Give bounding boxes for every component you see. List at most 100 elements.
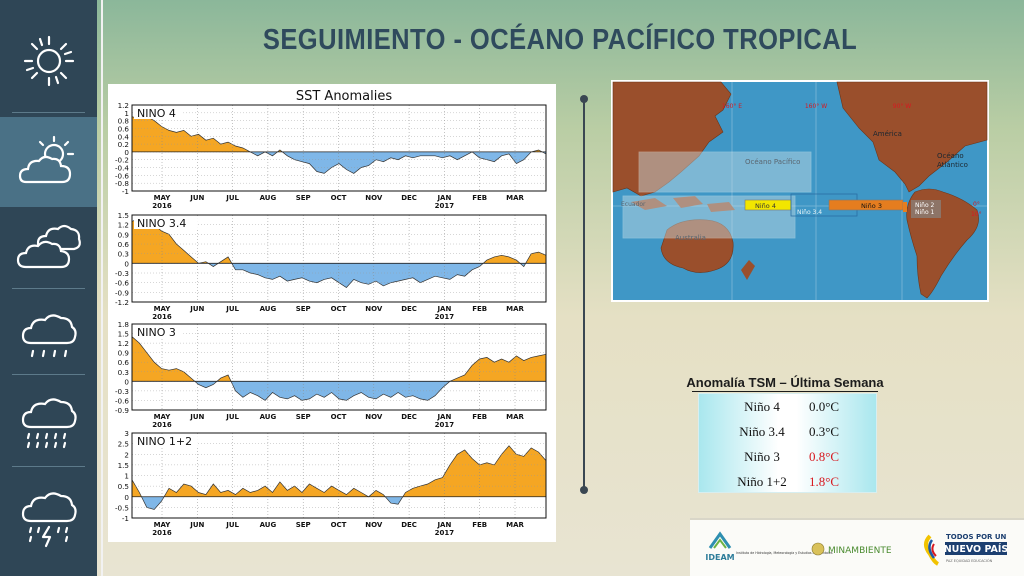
y-tick-label: 2	[124, 450, 129, 459]
nino-3-4-label: Niño 3.4	[797, 209, 822, 216]
y-tick-label: 0	[124, 377, 129, 386]
thunderstorm-icon	[21, 492, 77, 548]
nino-1-label: Niño 1	[915, 209, 935, 216]
warm-anomaly-area	[132, 336, 546, 382]
y-tick-label: 0.8	[118, 117, 130, 126]
ideam-text: IDEAM	[705, 553, 734, 562]
year-label: 2016	[152, 421, 172, 429]
y-tick-label: 0.5	[118, 482, 129, 491]
sst-anomalies-plot: SST Anomalies 1.210.80.60.40.20-0.2-0.4-…	[115, 89, 547, 537]
year-label: 2017	[435, 313, 455, 321]
gov-line-3: PAZ EQUIDAD EDUCACIÓN	[946, 558, 993, 563]
sidebar-item-sun[interactable]	[0, 16, 97, 106]
x-tick-label: OCT	[331, 305, 347, 313]
panel-label: NINO 1+2	[137, 435, 192, 448]
sidebar-item-heavy-rain[interactable]	[0, 378, 97, 468]
panel-frame	[131, 214, 547, 303]
x-tick-label: SEP	[296, 521, 311, 529]
x-tick-label: JAN	[436, 521, 451, 529]
panel-label-bg	[134, 107, 184, 119]
x-tick-label: MAY	[154, 194, 172, 202]
sidebar-separator	[12, 466, 85, 467]
year-label: 2016	[152, 202, 172, 210]
connector-dot	[580, 486, 588, 494]
table-row: Niño 3.4 0.3°C	[699, 419, 876, 443]
x-tick-label: JUL	[225, 413, 239, 421]
x-tick-label: MAR	[506, 413, 524, 421]
x-tick-label: DEC	[401, 413, 417, 421]
lat-label: 10°	[971, 211, 982, 218]
equator-label: Ecuador	[621, 201, 646, 208]
x-tick-label: MAR	[506, 194, 524, 202]
anomaly-value: 0.3°C	[808, 424, 840, 439]
y-tick-label: 0.2	[118, 140, 129, 149]
lon-label: 90° W	[893, 103, 912, 110]
table-row: Niño 1+2 1.8°C	[699, 469, 876, 493]
x-tick-label: AUG	[260, 194, 277, 202]
y-tick-label: 1.5	[118, 211, 129, 220]
x-tick-label: NOV	[365, 521, 383, 529]
atlantic-label-2: Atlántico	[937, 161, 968, 169]
warm-anomaly-area	[132, 116, 543, 152]
y-tick-label: -0.6	[115, 171, 129, 180]
y-tick-label: -0.3	[115, 269, 129, 278]
y-tick-label: 0.9	[118, 349, 130, 358]
x-tick-label: FEB	[472, 413, 487, 421]
y-tick-label: 2.5	[118, 440, 129, 449]
cool-anomaly-area	[132, 151, 546, 174]
america-label: América	[873, 130, 902, 138]
sidebar-item-thunderstorm[interactable]	[0, 472, 97, 562]
x-tick-label: AUG	[260, 413, 277, 421]
y-tick-label: -0.6	[115, 279, 129, 288]
y-tick-label: 0.4	[118, 132, 130, 141]
y-tick-label: 1	[124, 109, 129, 118]
ideam-subtext: Instituto de Hidrología, Meteorología y …	[736, 551, 833, 555]
x-tick-label: JUL	[225, 194, 239, 202]
region-name: Niño 3	[744, 449, 780, 464]
nino-3-label: Niño 3	[861, 202, 882, 210]
footer-logos: IDEAM Instituto de Hidrología, Meteorolo…	[690, 518, 1024, 576]
x-tick-label: JUL	[225, 521, 239, 529]
gov-line-1: TODOS POR UN	[946, 533, 1007, 541]
x-tick-label: FEB	[472, 521, 487, 529]
x-tick-label: FEB	[472, 194, 487, 202]
x-tick-label: MAY	[154, 521, 172, 529]
panel-label-bg	[134, 435, 198, 447]
y-tick-label: 0.6	[118, 240, 130, 249]
sidebar-separator	[12, 374, 85, 375]
x-tick-label: JUL	[225, 305, 239, 313]
x-tick-label: MAY	[154, 305, 172, 313]
series-line	[131, 445, 547, 510]
y-tick-label: 0.3	[118, 368, 129, 377]
y-tick-label: -0.5	[115, 503, 129, 512]
y-tick-label: 1	[124, 472, 129, 481]
y-tick-label: -0.8	[115, 179, 129, 188]
y-tick-label: 0	[124, 148, 129, 157]
x-tick-label: AUG	[260, 521, 277, 529]
partly-cloudy-icon	[18, 135, 74, 184]
sidebar-item-partly-cloudy[interactable]	[0, 117, 97, 207]
x-tick-label: SEP	[296, 413, 311, 421]
landmass-new-zealand	[741, 260, 755, 280]
y-tick-label: -0.3	[115, 387, 129, 396]
y-tick-label: 1.2	[118, 339, 129, 348]
x-tick-label: JUN	[189, 521, 204, 529]
table-row: Niño 4 0.0°C	[699, 394, 876, 418]
x-tick-label: MAR	[506, 305, 524, 313]
x-tick-label: NOV	[365, 305, 383, 313]
panel-frame	[131, 104, 547, 192]
panel-label-bg	[134, 217, 198, 229]
y-tick-label: -0.2	[115, 156, 129, 165]
panel-frame	[131, 432, 547, 519]
y-tick-label: -0.9	[115, 288, 129, 297]
connector-line	[583, 98, 585, 490]
nino-4-label: Niño 4	[755, 202, 776, 210]
nino-regions-map: 160° E 160° W 90° W Océano Pacífico Amér…	[611, 80, 989, 302]
lon-label: 160° W	[805, 103, 827, 110]
heavy-rain-icon	[21, 398, 77, 449]
sidebar-item-light-rain[interactable]	[0, 290, 97, 380]
y-tick-label: 1.5	[118, 330, 129, 339]
x-tick-label: JUN	[189, 413, 204, 421]
sidebar-item-cloudy[interactable]	[0, 198, 97, 288]
year-label: 2017	[435, 202, 455, 210]
